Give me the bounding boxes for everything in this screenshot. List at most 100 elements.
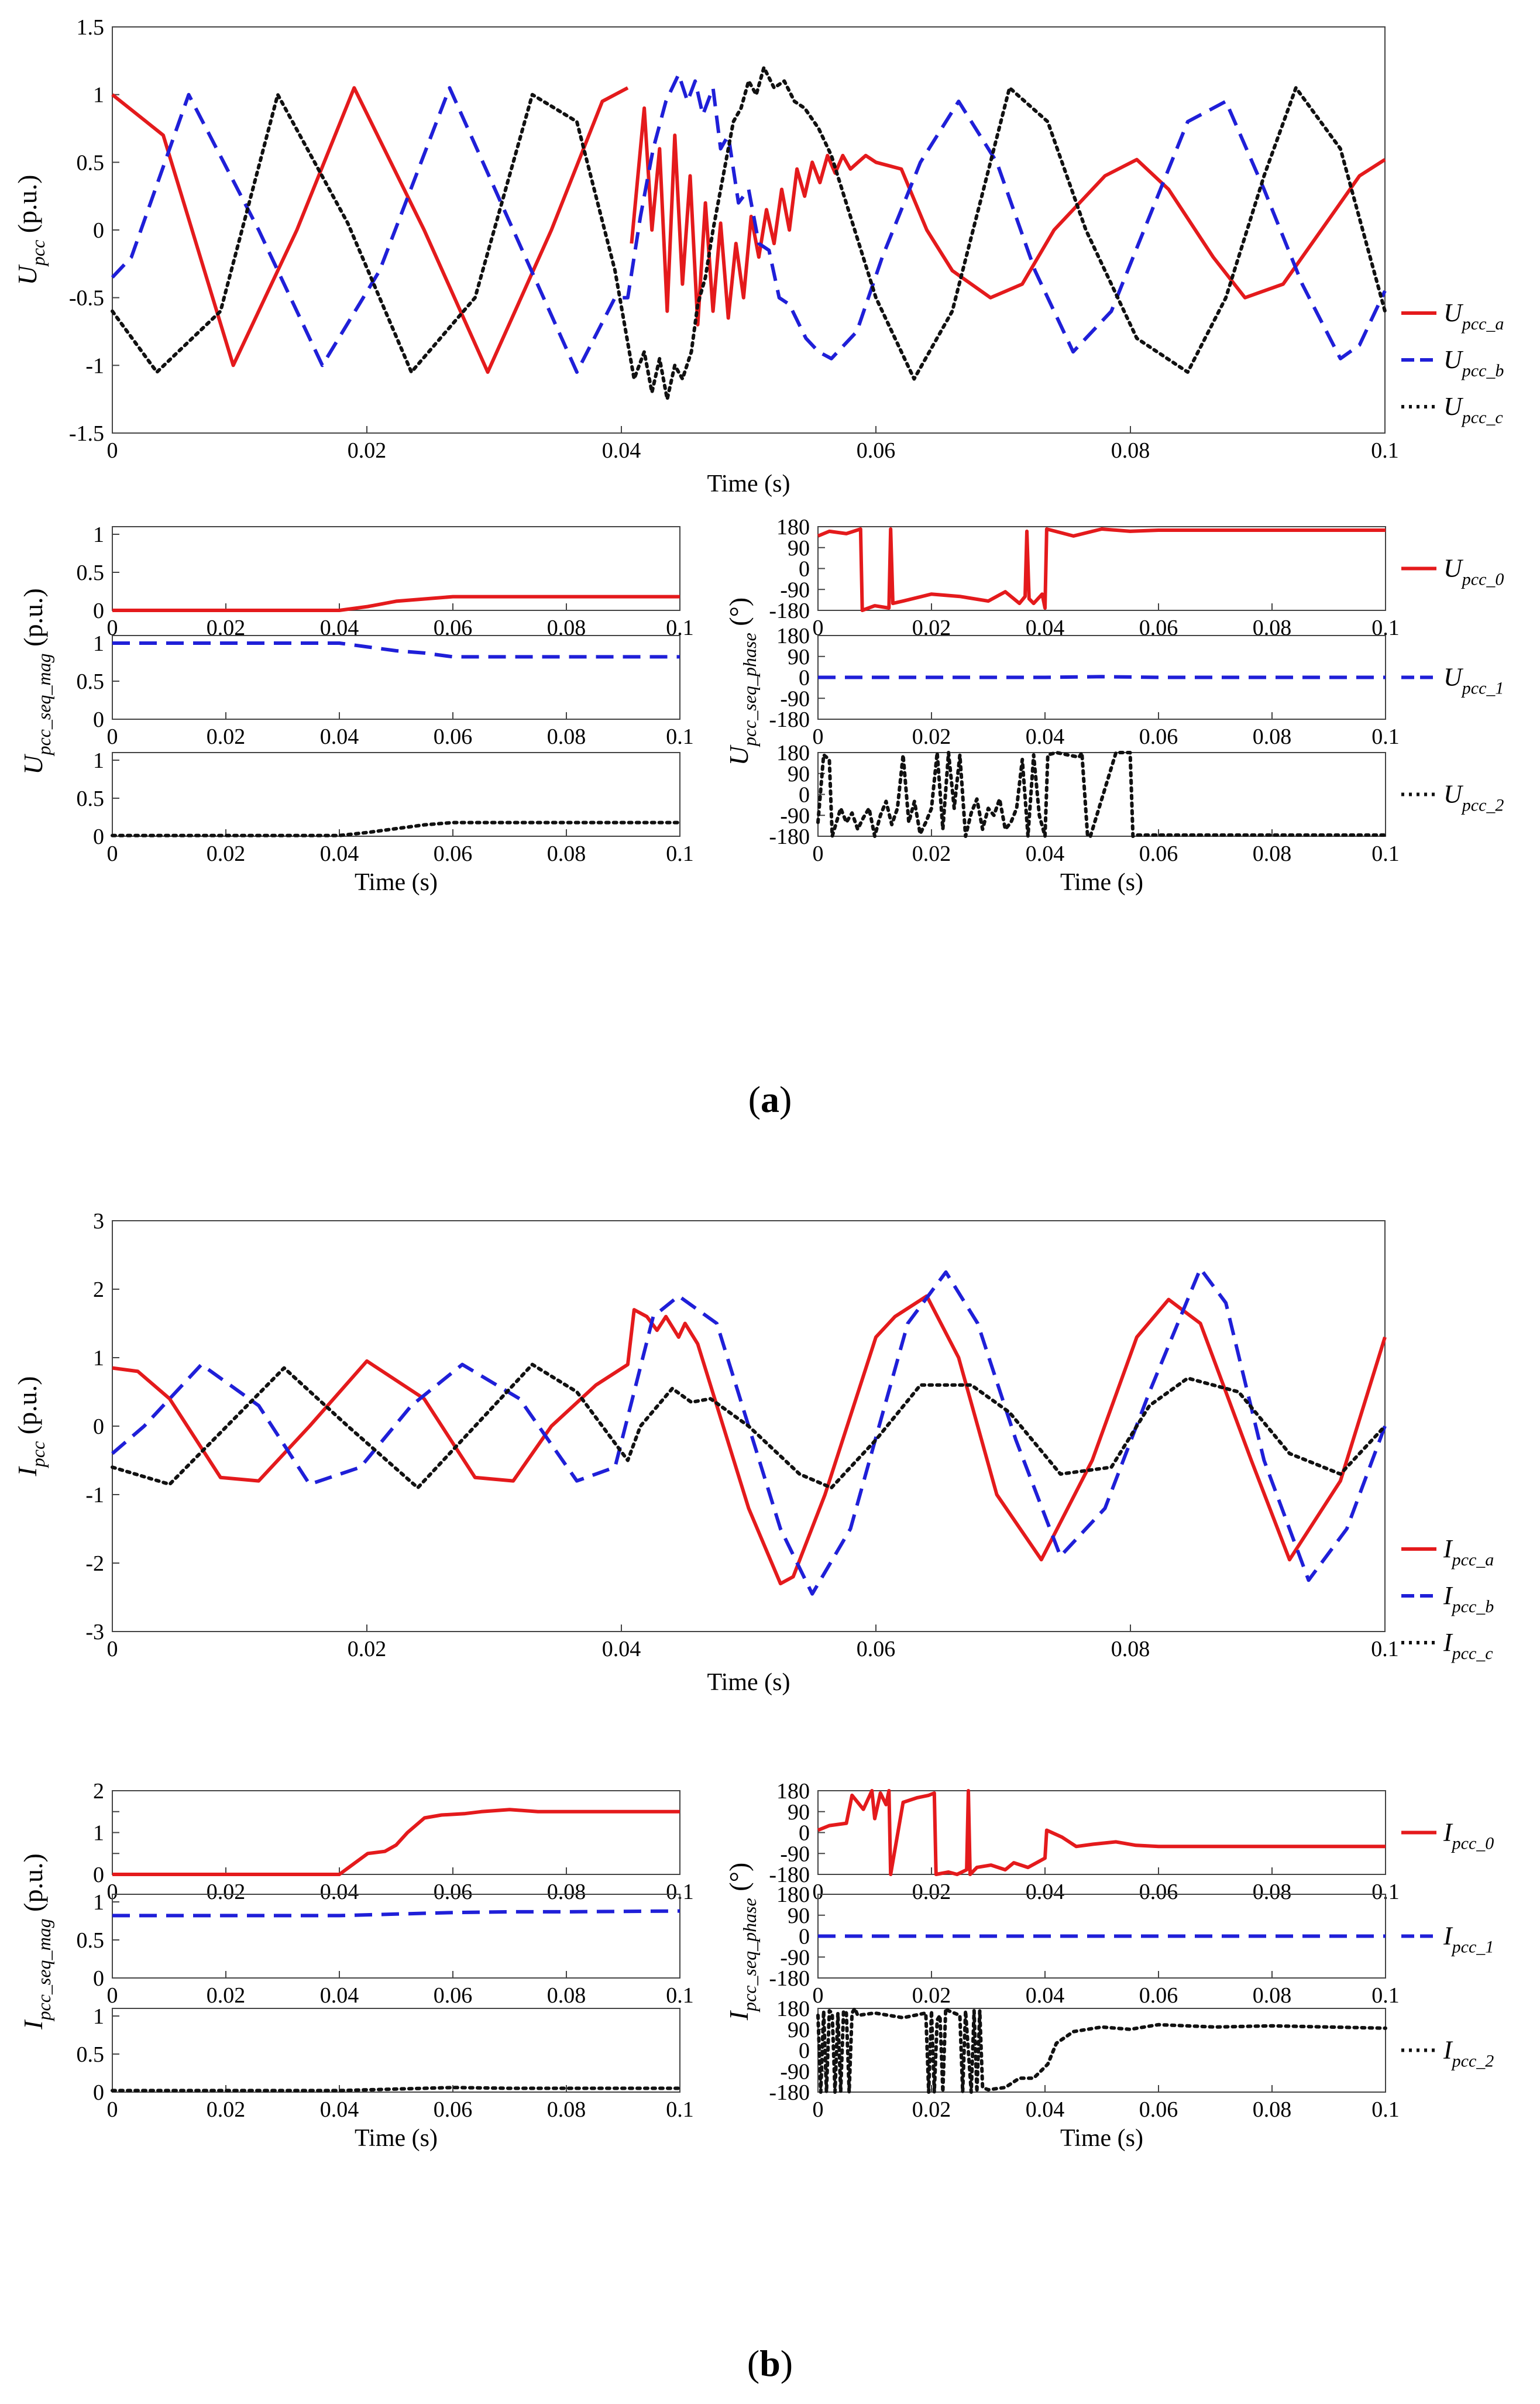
x-tick-label: 0.1	[1371, 1637, 1399, 1661]
x-tick-label: 0.06	[1139, 1983, 1178, 2008]
x-tick-label: 0.04	[320, 724, 359, 749]
subplot-frame	[112, 2008, 680, 2093]
subplot-series-line	[112, 1909, 680, 1918]
caption-close: )	[781, 2343, 793, 2384]
x-tick-label: 0.06	[1139, 842, 1178, 866]
x-tick-label: 0.04	[1026, 842, 1065, 866]
legend-sub: pcc_b	[1451, 1597, 1494, 1616]
caption-b: (b)	[747, 2343, 793, 2384]
x-tick-label: 0.1	[666, 842, 694, 866]
x-tick-label: 0	[107, 842, 118, 866]
y-tick-label: 180	[776, 515, 810, 540]
x-tick-label: 0.04	[320, 842, 359, 866]
y-tick-label: 180	[776, 741, 810, 765]
x-tick-label: 0.04	[1026, 2097, 1065, 2122]
y-tick-label: 1	[93, 748, 104, 773]
subplot-series-line	[817, 1789, 1386, 1876]
legend-sub: pcc_c	[1451, 1644, 1493, 1663]
y-tick-label: 0	[93, 1966, 104, 1991]
x-tick-label: 0	[813, 2097, 824, 2122]
legend-a-label: Upcc_a	[1443, 298, 1504, 334]
subplot-series-line	[112, 1808, 680, 1876]
y-tick-label: 2	[93, 1779, 104, 1804]
x-tick-label: 0.02	[912, 1880, 951, 1904]
x-axis-label: Time (s)	[707, 471, 790, 497]
y-axis-label: Upcc (p.u.)	[12, 175, 49, 286]
y-tick-label: -90	[780, 578, 810, 602]
x-tick-label: 0.08	[547, 616, 586, 640]
x-tick-label: 0.04	[320, 2097, 359, 2122]
legend-sub: pcc_0	[1461, 570, 1504, 589]
x-tick-label: 0.1	[666, 2097, 694, 2122]
y-tick-label: -1.5	[69, 421, 104, 446]
caption-letter: b	[759, 2343, 781, 2384]
ylabel-unit: (°)	[724, 597, 754, 633]
y-tick-label: -1	[85, 1483, 104, 1507]
caption-open: (	[747, 2343, 759, 2384]
y-tick-label: 180	[776, 1883, 810, 1907]
subplot-series-line	[112, 641, 680, 659]
x-tick-label: 0.06	[434, 1880, 473, 1904]
x-tick-label: 0.06	[1139, 724, 1178, 749]
x-tick-label: 0.08	[1253, 1983, 1292, 2008]
y-tick-label: 90	[788, 536, 810, 561]
x-axis-label: Time (s)	[1060, 2125, 1143, 2152]
x-tick-label: 0.02	[207, 2097, 246, 2122]
legend-b-label: Upcc_b	[1443, 345, 1504, 380]
y-axis-label: Ipcc_seq_mag (p.u.)	[18, 1853, 54, 2030]
x-tick-label: 0.1	[1371, 2097, 1400, 2122]
y-tick-label: 1	[93, 2004, 104, 2029]
series-a-line	[111, 86, 629, 374]
y-tick-label: -180	[769, 1966, 810, 1991]
subplot-frame	[112, 635, 680, 720]
subplot-frame	[112, 526, 680, 611]
ylabel-base: U	[724, 744, 754, 765]
y-tick-label: 0	[799, 666, 810, 691]
legend-base: I	[1443, 1581, 1453, 1610]
x-tick-label: 0.08	[1253, 1880, 1292, 1904]
x-tick-label: 0.04	[602, 438, 641, 463]
y-tick-label: 90	[788, 1800, 810, 1825]
legend-sub: pcc_a	[1451, 1550, 1494, 1570]
ylabel-sub: pcc_seq_mag	[33, 653, 54, 756]
legend-pcc_1-label: Ipcc_1	[1443, 1922, 1494, 1957]
x-tick-label: 0.06	[857, 1637, 896, 1661]
legend-sub: pcc_a	[1461, 314, 1504, 334]
y-tick-label: 2	[93, 1277, 104, 1302]
x-tick-label: 0	[813, 1880, 824, 1904]
legend-base: U	[1443, 392, 1464, 421]
y-tick-label: -0.5	[69, 286, 104, 311]
x-tick-label: 0.1	[1371, 1983, 1400, 2008]
legend-base: I	[1443, 1922, 1453, 1950]
y-axis-label: Upcc_seq_phase (°)	[724, 597, 760, 766]
caption-close: )	[779, 1079, 792, 1120]
y-axis-label: Ipcc (p.u.)	[12, 1376, 49, 1477]
x-tick-label: 0.08	[547, 1880, 586, 1904]
y-tick-label: 90	[788, 762, 810, 787]
y-tick-label: 0.5	[77, 2042, 105, 2067]
y-tick-label: 0	[799, 1821, 810, 1846]
legend-pcc_0-label: Upcc_0	[1443, 554, 1504, 589]
ylabel-sub: pcc	[28, 1441, 49, 1468]
y-tick-label: -2	[85, 1551, 104, 1576]
y-tick-label: -3	[85, 1620, 104, 1644]
legend-a-label: Ipcc_a	[1443, 1534, 1494, 1570]
x-tick-label: 0.06	[1139, 2097, 1178, 2122]
legend-c-label: Upcc_c	[1443, 392, 1503, 427]
x-tick-label: 0.06	[1139, 616, 1178, 640]
x-tick-label: 0.04	[320, 1983, 359, 2008]
y-tick-label: 0.5	[77, 1928, 105, 1953]
series-c-line	[111, 1362, 1387, 1490]
x-tick-label: 0.1	[666, 724, 694, 749]
y-tick-label: -1	[85, 353, 104, 378]
legend-b-label: Ipcc_b	[1443, 1581, 1494, 1616]
y-tick-label: 0	[93, 1863, 104, 1887]
subplot-series-line	[112, 595, 680, 612]
subplot-series-line	[817, 527, 1386, 612]
x-tick-label: 0	[107, 724, 118, 749]
x-tick-label: 0.08	[547, 724, 586, 749]
x-tick-label: 0	[813, 616, 824, 640]
ylabel-sub: pcc	[28, 240, 49, 267]
subplot-frame	[817, 2008, 1386, 2093]
